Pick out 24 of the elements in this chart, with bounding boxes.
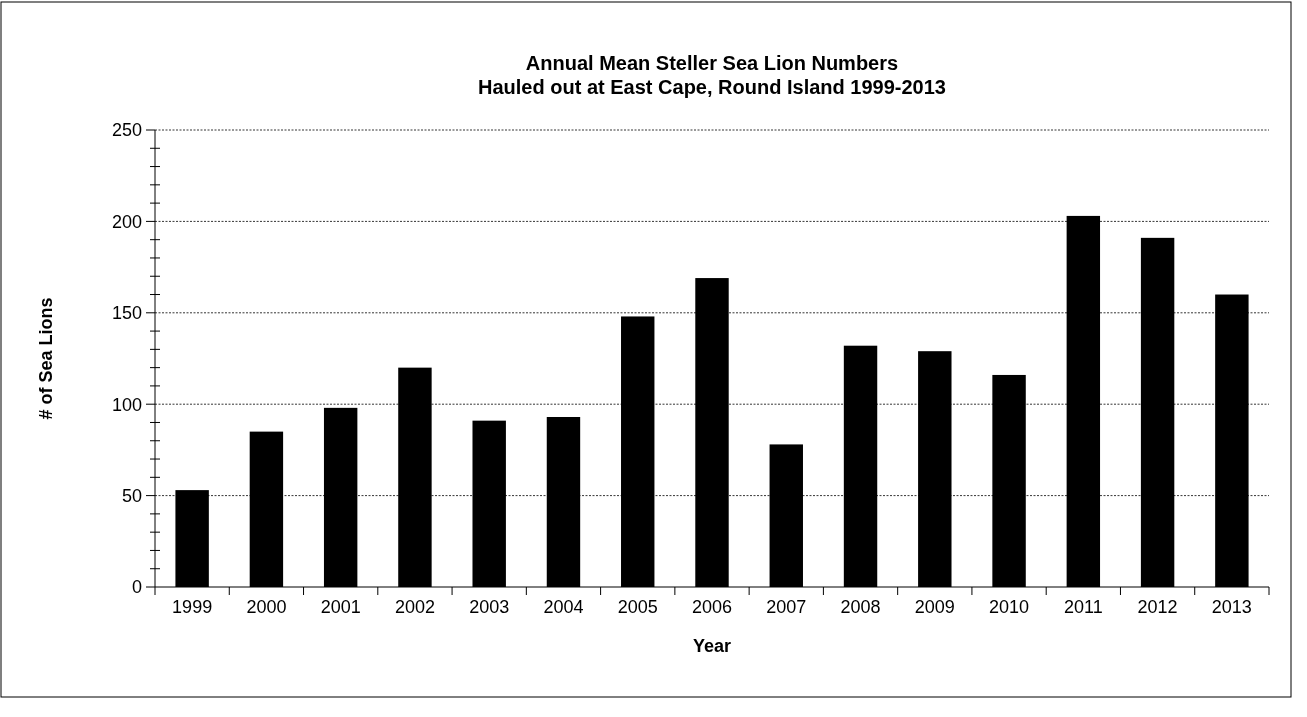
y-tick-label: 150 — [111, 303, 142, 324]
x-tick-label: 2004 — [543, 597, 584, 617]
x-tick-label: 2002 — [394, 597, 435, 617]
x-tick-label: 2007 — [766, 597, 807, 617]
x-tick-label: 2013 — [1211, 597, 1252, 617]
y-tick-label: 250 — [111, 120, 142, 141]
chart-title: Annual Mean Steller Sea Lion Numbers Hauled out at East Cape, Round Island 1999-2013 — [478, 52, 946, 98]
y-tick-label: 0 — [131, 577, 142, 598]
x-tick-label: 2011 — [1063, 597, 1103, 617]
y-tick-label: 200 — [111, 211, 142, 232]
x-axis-title: Year — [692, 636, 732, 656]
y-axis-title: # of Sea Lions — [36, 297, 56, 420]
x-tick-label: 2009 — [914, 597, 955, 617]
x-tick-label: 2012 — [1137, 597, 1178, 617]
x-tick-label: 2003 — [469, 597, 510, 617]
x-tick-label: 1999 — [172, 597, 213, 617]
x-tick-label: 2005 — [617, 597, 658, 617]
x-tick-label: 2010 — [989, 597, 1030, 617]
x-tick-label: 2000 — [246, 597, 287, 617]
x-tick-label: 2001 — [320, 597, 361, 617]
y-tick-label: 50 — [121, 485, 142, 506]
y-tick-label: 100 — [111, 394, 142, 415]
x-tick-label: 2008 — [840, 597, 881, 617]
x-tick-label: 2006 — [691, 597, 733, 617]
